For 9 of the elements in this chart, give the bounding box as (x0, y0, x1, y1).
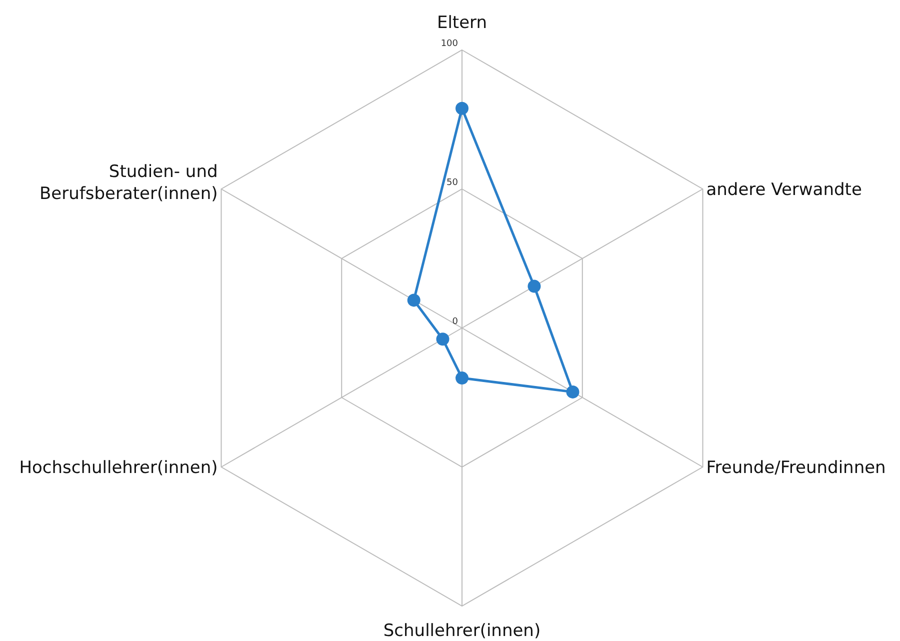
spoke-label: Schullehrer(innen) (383, 621, 541, 641)
spoke-label: Studien- und Berufsberater(innen) (40, 162, 218, 204)
y-tick-label: 50 (446, 178, 458, 188)
spoke-label: andere Verwandte (706, 180, 862, 200)
y-tick-label: 0 (452, 317, 458, 327)
y-tick-label: 100 (440, 39, 458, 49)
spoke-label: Eltern (436, 13, 488, 33)
spoke-label: Hochschullehrer(innen) (19, 458, 218, 478)
spoke-label: Freunde/Freundinnen (706, 458, 886, 478)
